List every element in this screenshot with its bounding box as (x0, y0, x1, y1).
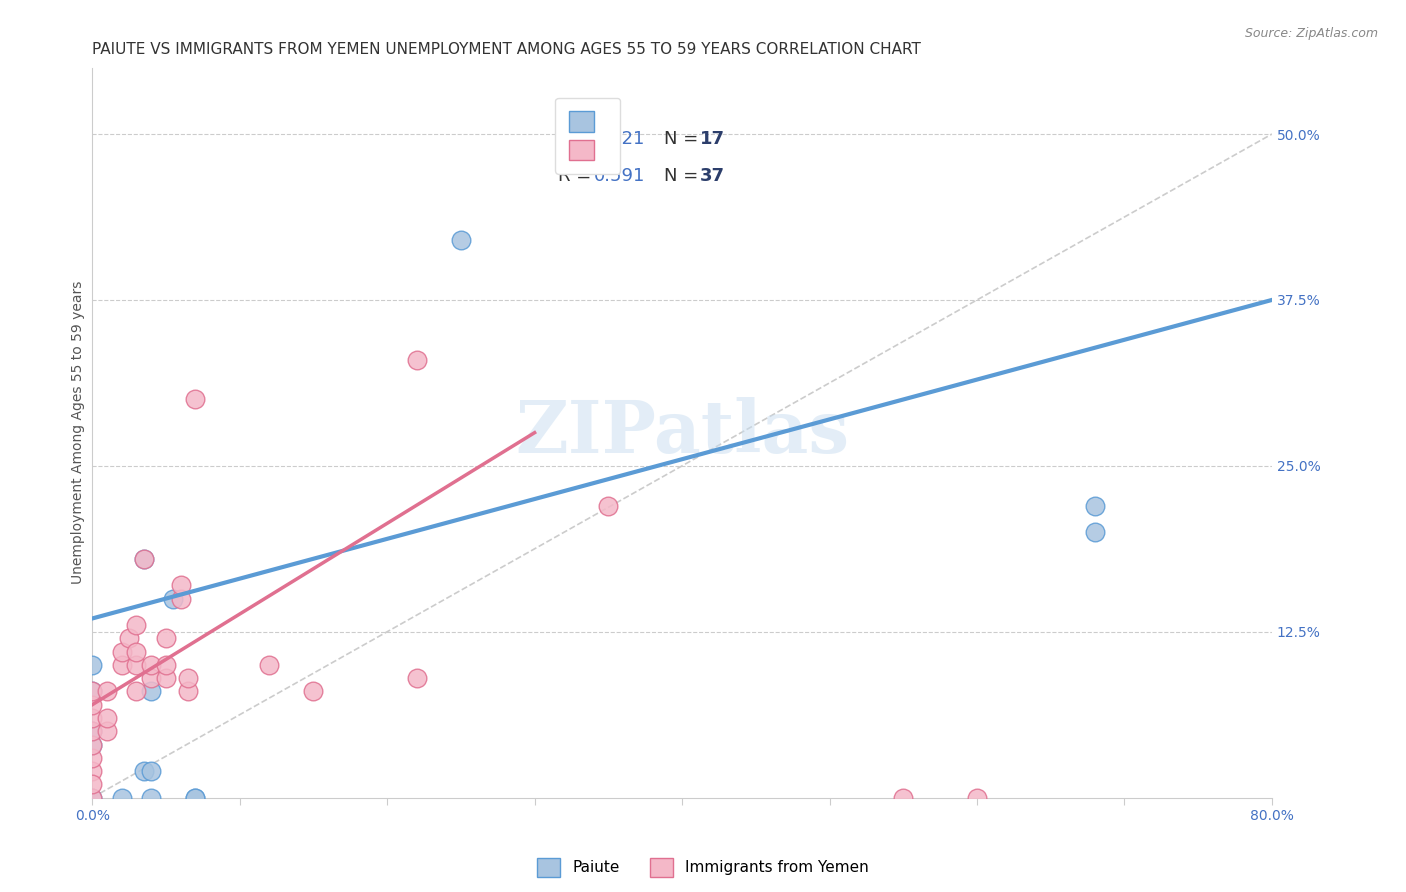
Point (405, 671, 427, 685)
Point (82, 790, 104, 805)
Legend: , : , (555, 98, 620, 174)
Point (82, 724, 104, 739)
Text: 37: 37 (700, 167, 724, 185)
Point (155, 657, 177, 672)
Point (96, 684, 118, 698)
Point (257, 657, 280, 672)
Point (155, 671, 177, 685)
Point (125, 618, 148, 632)
Point (132, 551, 155, 566)
Text: N =: N = (665, 167, 704, 185)
Point (96, 711, 118, 725)
Point (162, 591, 184, 606)
Text: ZIPatlas: ZIPatlas (515, 397, 849, 468)
Text: 0.591: 0.591 (593, 167, 645, 185)
Text: PAIUTE VS IMMIGRANTS FROM YEMEN UNEMPLOYMENT AMONG AGES 55 TO 59 YEARS CORRELATI: PAIUTE VS IMMIGRANTS FROM YEMEN UNEMPLOY… (93, 42, 921, 57)
Point (82, 711, 104, 725)
Point (132, 551, 155, 566)
Point (82, 777, 104, 791)
Point (82, 738, 104, 752)
Legend: Paiute, Immigrants from Yemen: Paiute, Immigrants from Yemen (530, 850, 876, 884)
Y-axis label: Unemployment Among Ages 55 to 59 years: Unemployment Among Ages 55 to 59 years (72, 281, 86, 584)
Point (1084, 525, 1107, 540)
Point (966, 790, 988, 805)
Point (177, 684, 200, 698)
Point (125, 645, 148, 659)
Point (82, 764, 104, 778)
Point (141, 684, 163, 698)
Point (891, 790, 914, 805)
Point (184, 790, 207, 805)
Point (169, 591, 191, 606)
Point (141, 764, 163, 778)
Point (82, 790, 104, 805)
Point (82, 684, 104, 698)
Point (177, 671, 200, 685)
Point (450, 233, 472, 247)
Point (184, 392, 207, 407)
Text: 17: 17 (700, 130, 724, 148)
Text: 0.521: 0.521 (593, 130, 645, 148)
Point (82, 738, 104, 752)
Text: R =: R = (558, 167, 598, 185)
Point (111, 790, 134, 805)
Point (184, 790, 207, 805)
Point (96, 724, 118, 739)
Point (125, 657, 148, 672)
Point (125, 684, 148, 698)
Point (302, 684, 325, 698)
Point (82, 751, 104, 765)
Point (1084, 499, 1107, 513)
Point (405, 352, 427, 367)
Text: Source: ZipAtlas.com: Source: ZipAtlas.com (1244, 27, 1378, 40)
Point (111, 657, 134, 672)
Point (141, 790, 163, 805)
Point (82, 724, 104, 739)
Point (118, 632, 141, 646)
Point (155, 632, 177, 646)
Point (82, 657, 104, 672)
Point (598, 499, 620, 513)
Point (132, 764, 155, 778)
Point (141, 657, 163, 672)
Point (111, 645, 134, 659)
Point (82, 698, 104, 712)
Text: R =: R = (558, 130, 598, 148)
Text: N =: N = (665, 130, 704, 148)
Point (82, 684, 104, 698)
Point (141, 671, 163, 685)
Point (169, 578, 191, 592)
